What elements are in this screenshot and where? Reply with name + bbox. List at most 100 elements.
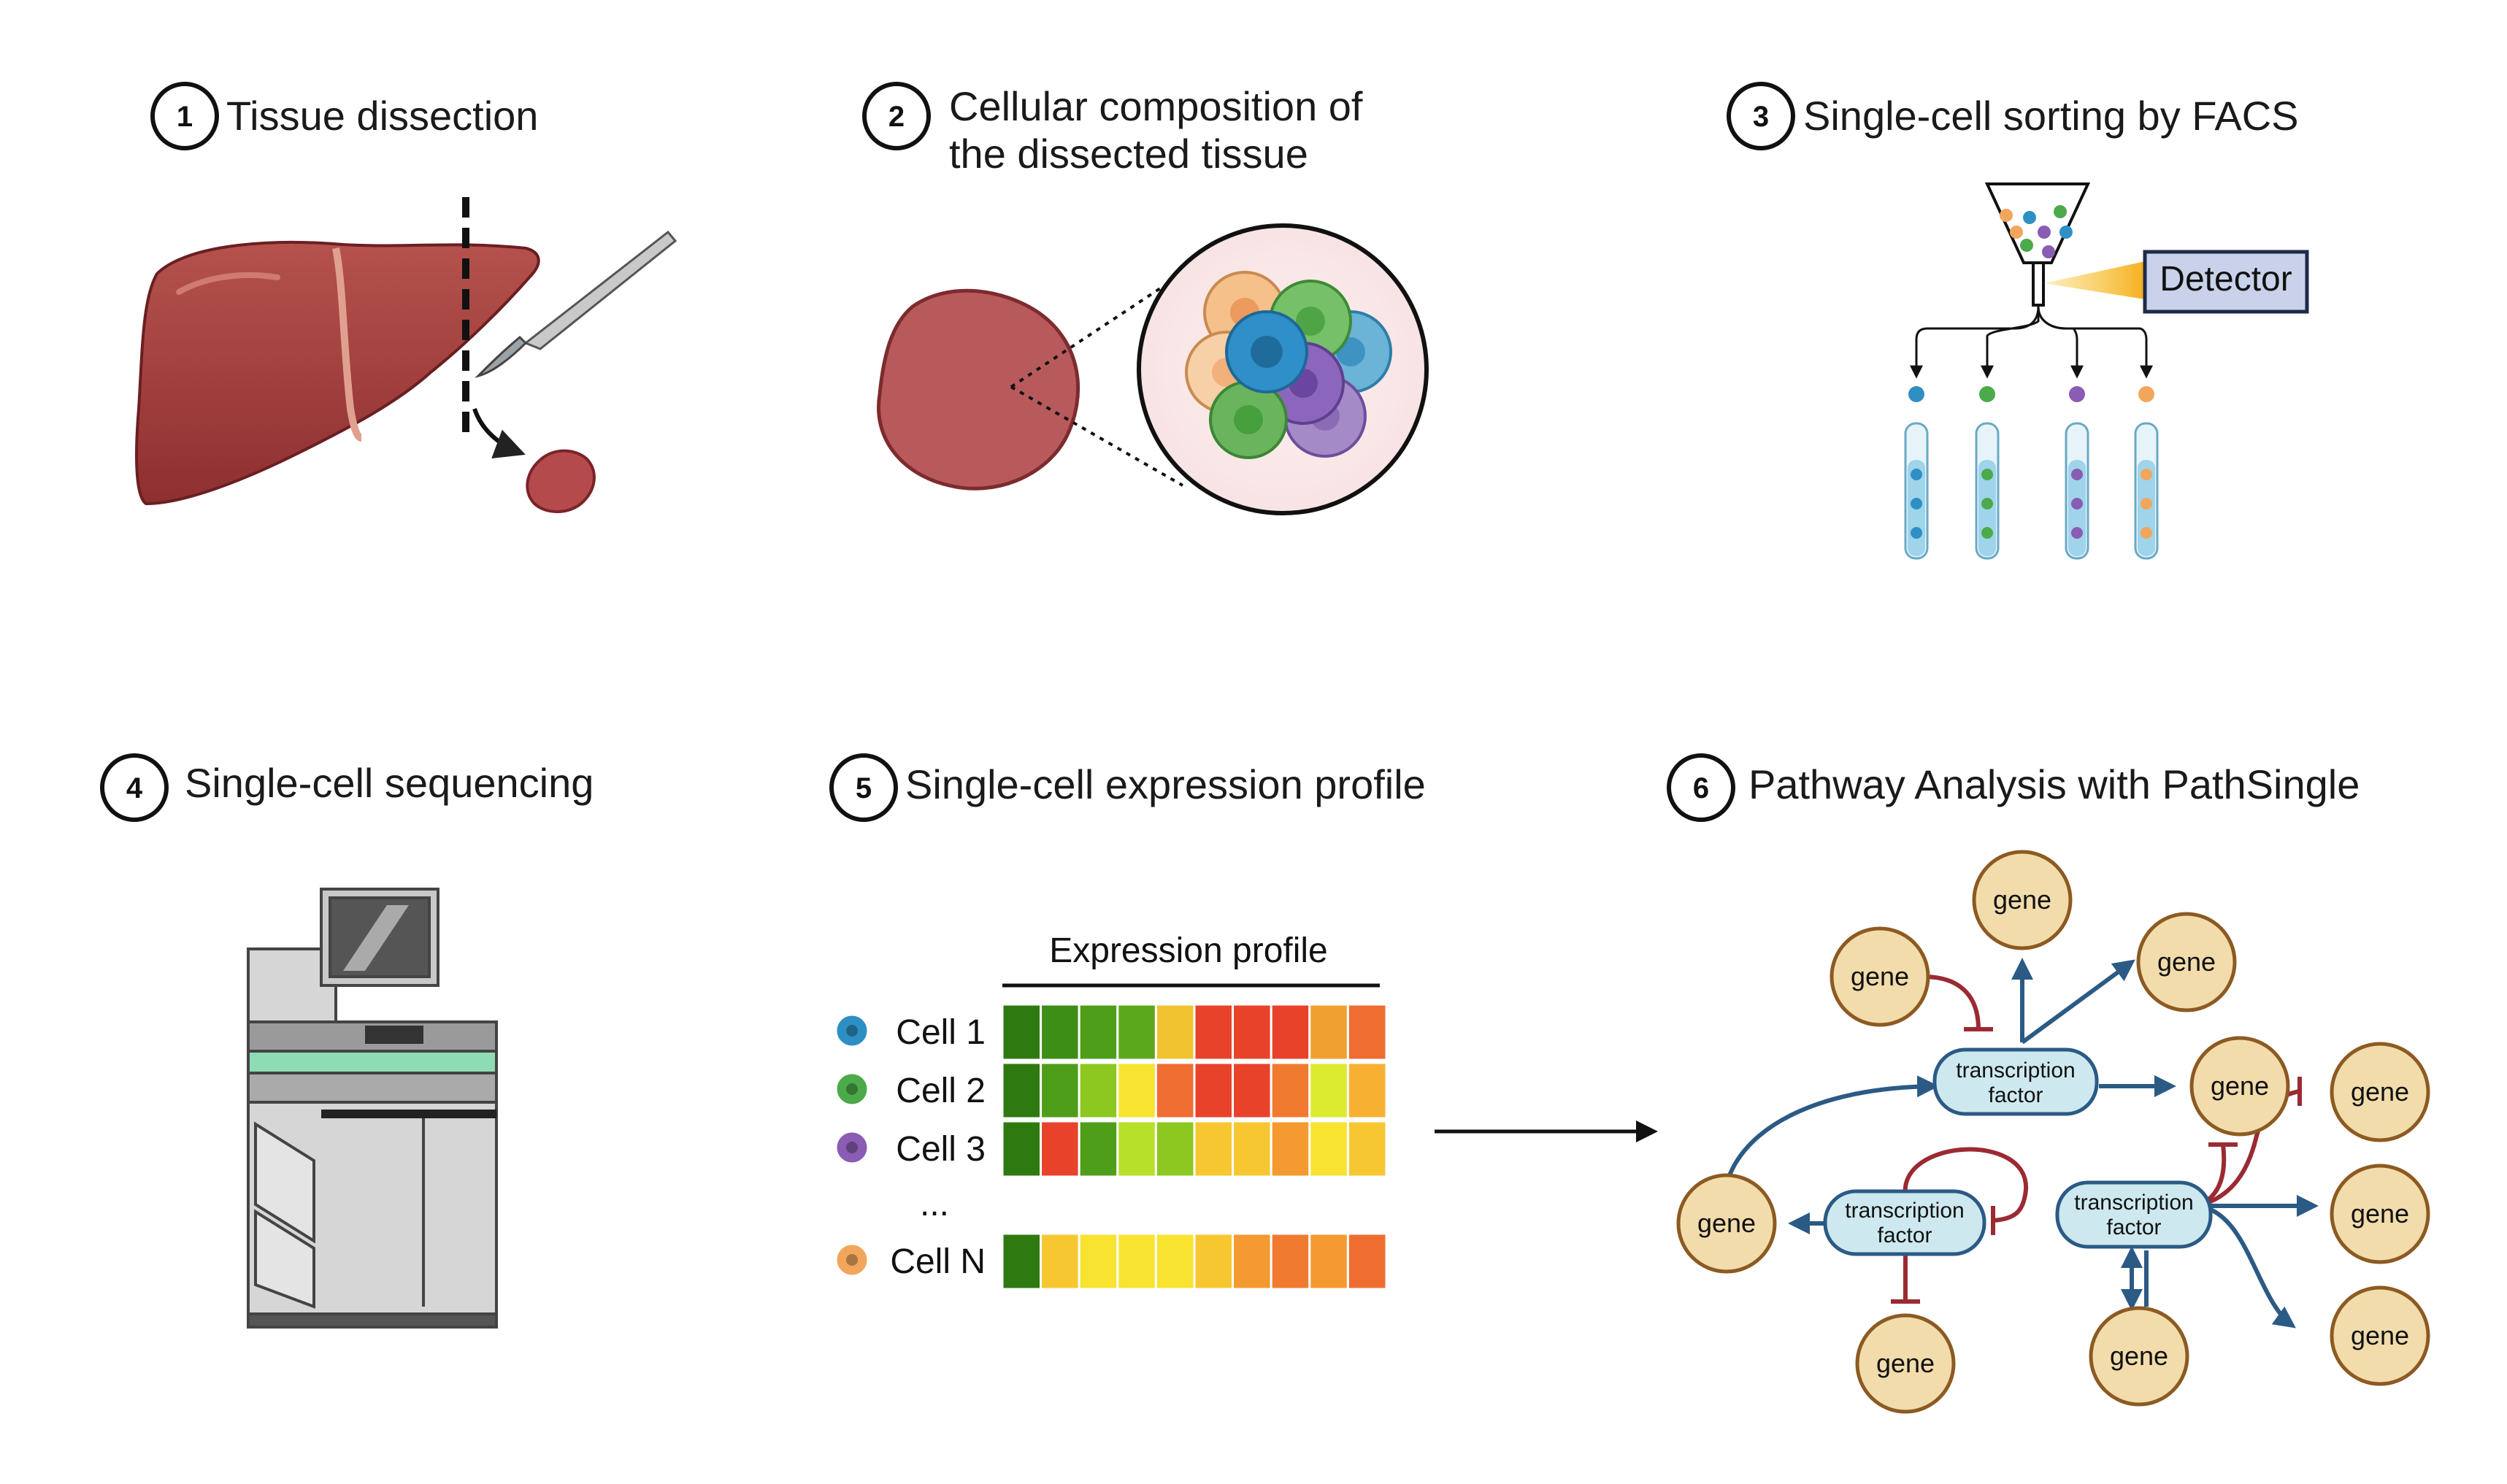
heatmap-row: Cell N [834,1232,1388,1291]
gene-node: gene [2136,912,2237,1012]
heatmap-cell [1270,1061,1311,1120]
gene-node: gene [2330,1164,2430,1264]
heatmap-cell [1078,1061,1119,1120]
heatmap-cell [1270,1120,1311,1178]
svg-text:gene: gene [2351,1320,2409,1350]
step-badge [1667,753,1735,822]
svg-text:gene: gene [2211,1071,2269,1101]
step-title: Pathway Analysis with PathSingle [1748,761,2360,807]
cell-icon [834,1242,869,1277]
scalpel-icon [475,230,677,378]
heatmap-cell [1193,1232,1235,1291]
svg-text:transcription: transcription [2074,1191,2193,1215]
step-number: 2 [888,101,905,133]
network-edges [1724,958,2319,1329]
heatmap-cell [1308,1120,1349,1178]
heatmap-cell [1346,1120,1388,1178]
step-number: 5 [856,772,872,804]
svg-text:gene: gene [2351,1077,2409,1107]
heatmap-cell [1308,1061,1349,1120]
gene-node: gene [2089,1306,2189,1407]
svg-text:gene: gene [2351,1199,2409,1229]
heatmap-cell [1193,1120,1235,1178]
step-6-header: 6 Pathway Analysis with PathSingle [1667,753,2360,822]
cell-nucleus [846,1254,858,1266]
heatmap-cell [1270,1003,1311,1061]
heatmap-cell [1193,1061,1235,1120]
step-number: 6 [1693,772,1709,804]
heatmap-cell [1116,1003,1157,1061]
gene-node: gene [1676,1173,1777,1274]
step-number: 4 [126,772,143,804]
cell-icon [834,1072,869,1107]
heatmap-cell [1232,1061,1272,1120]
cell-nucleus [846,1083,858,1095]
transcription-factor-node: transcription factor [2055,1180,2213,1249]
detector-box: Detector [2143,250,2309,314]
test-tube-orange [2134,422,2159,560]
heatmap-cell [1040,1061,1080,1120]
step-1-header: 1 Tissue dissection [150,82,538,150]
step-number: 1 [177,101,193,133]
sorting-branches [1910,306,2153,379]
row-ellipsis: ... [920,1185,949,1223]
heatmap-cell [1154,1120,1196,1178]
transcription-factor-node: transcription factor [1823,1189,1986,1256]
svg-text:gene: gene [2157,947,2216,977]
transcription-factor-node: transcription factor [1932,1047,2099,1116]
heatmap-cell [1270,1232,1311,1291]
dissect-arrow [472,407,526,459]
svg-text:factor: factor [1877,1223,1932,1247]
heatmap-cell [1346,1061,1388,1120]
gene-node: gene [2330,1285,2430,1386]
heatmap-cell [1078,1003,1119,1061]
step-title: Single-cell sorting by FACS [1803,93,2299,139]
svg-text:gene: gene [2110,1341,2168,1371]
heatmap-cell [1154,1232,1196,1291]
step-title: Single-cell sequencing [185,760,594,806]
step-number: 3 [1753,101,1769,133]
row-label: Cell 2 [896,1072,986,1110]
cell-nucleus [846,1142,858,1153]
tissue-sample-large [877,288,1080,491]
test-tube-purple [2065,422,2089,560]
heatmap-cell [1346,1232,1388,1291]
svg-text:factor: factor [2106,1215,2161,1239]
heatmap-cell [1001,1232,1043,1291]
heatmap-cell [1040,1003,1080,1061]
svg-text:gene: gene [1876,1348,1935,1378]
heatmap-cell [1078,1120,1119,1178]
step-title-line-1: Cellular composition of [949,83,1363,129]
heatmap-cell [1154,1061,1196,1120]
sequencer-machine [247,888,498,1329]
liver-illustration [135,241,540,506]
heatmap-cell [1001,1003,1043,1061]
heatmap-cell [1232,1232,1272,1291]
heatmap-cell [1116,1061,1157,1120]
step-badge [150,82,219,150]
heatmap-cell [1001,1061,1043,1120]
test-tubes [1904,422,2159,560]
svg-text:factor: factor [1988,1083,2043,1107]
heatmap-cell [1308,1003,1349,1061]
heatmap-cell [1193,1003,1235,1061]
expression-header: Expression profile [1049,931,1328,970]
cell-nucleus [846,1025,858,1037]
heatmap-cell [1116,1120,1157,1178]
laser-beam [2044,261,2145,299]
heatmap-cell [1346,1003,1388,1061]
step-title-line-2: the dissected tissue [949,131,1308,177]
heatmap-cell [1040,1120,1080,1178]
svg-text:gene: gene [1697,1208,1756,1238]
heatmap-row: Cell 2 [834,1061,1388,1120]
svg-text:gene: gene [1851,961,1909,991]
svg-text:transcription: transcription [1845,1199,1964,1223]
test-tube-blue [1904,422,1929,560]
gene-node: gene [1855,1313,1956,1414]
heatmap-row: Cell 3 [834,1120,1388,1178]
heatmap-cell [1116,1232,1157,1291]
heatmap-cell [1154,1003,1196,1061]
cell-icon [834,1130,869,1165]
test-tube-green [1975,422,2000,560]
step-badge [862,82,931,150]
